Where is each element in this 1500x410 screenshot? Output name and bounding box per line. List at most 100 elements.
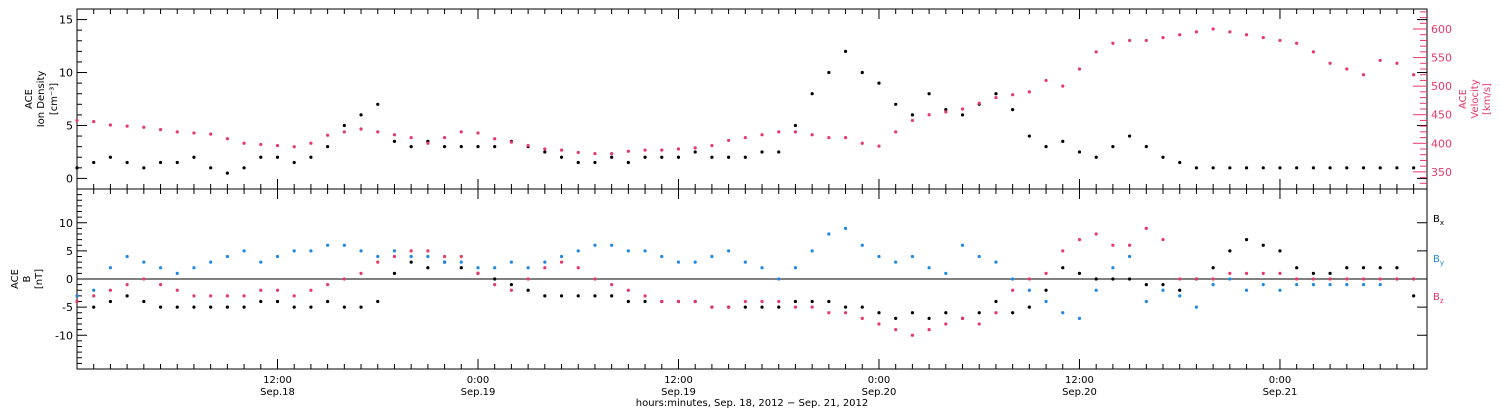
velocity-point: [209, 132, 213, 136]
bz-point: [660, 299, 664, 304]
bz-point: [944, 322, 948, 326]
density-point: [1161, 155, 1165, 159]
bz-point: [493, 283, 497, 287]
velocity-point: [1061, 84, 1065, 88]
bz-point: [509, 288, 514, 292]
by-point: [1278, 288, 1282, 292]
density-point: [610, 155, 614, 159]
bz-point: [610, 283, 614, 287]
by-point: [660, 254, 664, 259]
bx-point: [376, 299, 380, 304]
by-point: [359, 249, 363, 253]
bz-point: [1161, 238, 1165, 242]
bz-point: [459, 254, 463, 259]
bx-point: [175, 305, 179, 309]
density-point: [476, 145, 480, 149]
by-point: [476, 266, 480, 270]
bx-point: [409, 260, 413, 264]
velocity-point: [1178, 33, 1182, 37]
density-point: [626, 160, 630, 165]
density-point: [342, 123, 346, 128]
velocity-point: [1228, 30, 1232, 34]
bx-point: [259, 299, 263, 304]
density-point: [693, 150, 697, 154]
density-point: [142, 166, 146, 170]
density-point: [292, 160, 296, 165]
by-point: [1244, 288, 1249, 292]
velocity-point: [760, 133, 764, 137]
by-point: [559, 254, 564, 259]
by-point: [1127, 254, 1132, 259]
date-tick-label: Sep.20: [1062, 387, 1097, 398]
density-point: [827, 70, 831, 75]
density-axis-ticks: 0 5 10 15: [59, 8, 1427, 190]
density-point: [326, 145, 330, 149]
bx-point: [793, 299, 798, 304]
bz-point: [1244, 271, 1249, 275]
velocity-point: [944, 110, 948, 114]
bz-point: [1061, 249, 1065, 253]
velocity-point: [326, 133, 330, 137]
velocity-tick-label: 550: [1431, 52, 1452, 65]
legend-bx: Bx: [1433, 214, 1444, 227]
legend-by: By: [1433, 254, 1444, 267]
time-tick-label: 0:00: [1269, 375, 1291, 386]
density-point: [576, 160, 580, 165]
bz-point: [793, 305, 798, 309]
velocity-point: [910, 118, 914, 123]
bz-point: [877, 322, 881, 326]
density-point: [1211, 166, 1215, 170]
density-point: [1328, 166, 1332, 170]
bx-point: [1077, 271, 1082, 275]
density-point: [225, 171, 229, 175]
velocity-point: [1295, 41, 1299, 45]
bx-point: [209, 305, 213, 309]
velocity-point: [275, 143, 280, 148]
velocity-point: [777, 130, 781, 134]
bz-point: [1027, 277, 1031, 281]
density-point: [1261, 166, 1265, 170]
velocity-point: [559, 148, 564, 152]
by-point: [108, 266, 113, 270]
bz-point: [559, 260, 564, 264]
bz-point: [92, 294, 96, 298]
velocity-point: [1194, 30, 1199, 34]
velocity-point: [259, 142, 263, 147]
by-point: [409, 254, 413, 259]
bz-point: [175, 288, 179, 292]
velocity-point: [810, 133, 814, 137]
bx-point: [1178, 288, 1182, 292]
by-point: [75, 294, 79, 298]
bz-point: [309, 288, 313, 292]
by-point: [1178, 294, 1182, 298]
by-point: [676, 260, 681, 264]
velocity-point: [1361, 73, 1366, 77]
date-tick-label: Sep.19: [661, 387, 696, 398]
bz-point: [910, 333, 914, 337]
bx-point: [359, 305, 363, 309]
density-point: [175, 160, 179, 165]
bz-point: [392, 254, 397, 259]
bx-point: [142, 299, 146, 304]
velocity-point: [960, 107, 965, 111]
bz-point: [142, 277, 146, 281]
bz-point: [994, 311, 998, 315]
bx-point: [576, 294, 580, 298]
bz-point: [125, 283, 129, 287]
by-point: [459, 260, 463, 264]
velocity-point: [994, 95, 998, 100]
bz-point: [1228, 271, 1232, 275]
density-tick-label: 15: [59, 14, 73, 27]
by-point: [1111, 266, 1115, 270]
density-point: [1244, 166, 1249, 170]
density-point: [1228, 166, 1232, 170]
density-point: [442, 145, 447, 149]
density-point: [309, 155, 313, 159]
bz-point: [1144, 226, 1148, 230]
by-point: [693, 260, 697, 264]
velocity-point: [827, 135, 831, 140]
by-point: [643, 249, 647, 253]
bx-point: [108, 299, 113, 304]
velocity-point: [1027, 90, 1031, 94]
